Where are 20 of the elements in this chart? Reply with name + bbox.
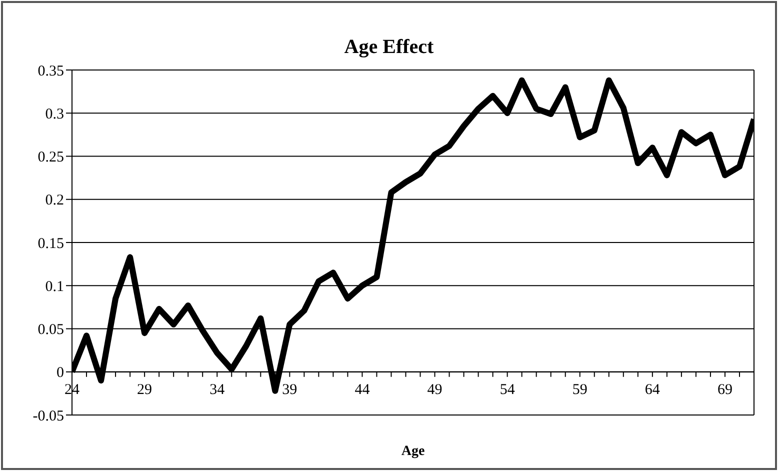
chart-title: Age Effect bbox=[343, 36, 435, 59]
x-tick-label: 59 bbox=[572, 382, 588, 398]
x-tick-label: 44 bbox=[354, 382, 370, 398]
x-tick-label: 29 bbox=[137, 382, 152, 398]
y-tick-label: 0.05 bbox=[38, 322, 64, 338]
y-tick-label: 0.3 bbox=[45, 106, 64, 122]
y-tick-label: -0.05 bbox=[32, 408, 64, 424]
x-tick-label: 49 bbox=[427, 382, 442, 398]
x-tick-label: 34 bbox=[210, 382, 226, 398]
x-tick-label: 64 bbox=[644, 382, 660, 398]
y-tick-label: 0.25 bbox=[38, 150, 64, 166]
y-tick-label: 0 bbox=[56, 365, 64, 382]
x-tick-label: 54 bbox=[500, 382, 516, 398]
y-tick-label: 0.35 bbox=[38, 63, 64, 80]
y-tick-label: 0.15 bbox=[38, 236, 64, 252]
y-tick-label: 0.1 bbox=[45, 278, 64, 295]
x-axis-title: Age bbox=[401, 444, 425, 459]
x-tick-label: 69 bbox=[717, 382, 732, 398]
y-tick-label: 0.2 bbox=[45, 192, 64, 209]
x-tick-label: 39 bbox=[282, 382, 298, 398]
